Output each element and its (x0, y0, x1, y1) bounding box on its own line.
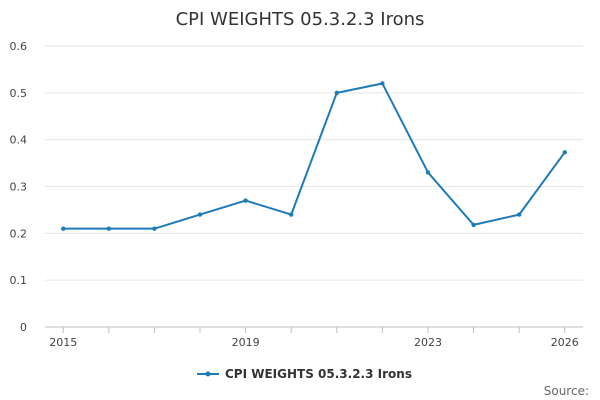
data-point[interactable] (334, 90, 339, 96)
legend-dot-marker (205, 371, 211, 377)
y-axis: 0 0.1 0.2 0.3 0.4 0.5 0.6 (10, 40, 28, 334)
data-point[interactable] (243, 198, 248, 203)
y-tick-label: 0.2 (10, 227, 28, 240)
series-line (63, 82, 566, 230)
y-tick-label: 0 (20, 321, 27, 334)
x-tick-label: 2019 (232, 336, 260, 349)
data-point[interactable] (471, 222, 476, 228)
y-tick-label: 0.1 (10, 274, 28, 287)
data-point[interactable] (197, 212, 203, 217)
data-point[interactable] (61, 226, 66, 231)
chart-title: CPI WEIGHTS 05.3.2.3 Irons (176, 9, 425, 30)
data-point[interactable] (289, 212, 294, 217)
data-point[interactable] (425, 170, 431, 175)
x-tick-label: 2023 (414, 336, 442, 349)
x-tick-label: 2015 (49, 336, 77, 349)
data-point[interactable] (562, 150, 567, 155)
data-point[interactable] (106, 226, 112, 231)
y-tick-label: 0.5 (10, 87, 28, 100)
y-tick-label: 0.6 (10, 40, 28, 53)
legend[interactable]: CPI WEIGHTS 05.3.2.3 Irons (197, 367, 412, 381)
y-tick-label: 0.3 (10, 181, 28, 194)
data-point[interactable] (380, 81, 385, 86)
x-axis (45, 326, 583, 333)
y-tick-label: 0.4 (10, 134, 28, 147)
grid-lines (45, 45, 583, 281)
x-axis-labels: 2015 2019 2023 2026 (49, 336, 579, 349)
source-label: Source: (544, 384, 589, 398)
series-layer (61, 81, 567, 231)
data-point[interactable] (516, 212, 522, 217)
legend-label: CPI WEIGHTS 05.3.2.3 Irons (225, 367, 412, 381)
x-tick-label: 2026 (551, 336, 579, 349)
data-point[interactable] (152, 226, 157, 231)
